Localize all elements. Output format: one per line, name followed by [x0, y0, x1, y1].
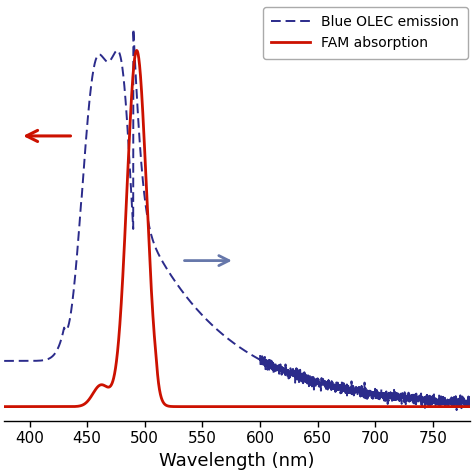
FAM absorption [82, 401, 88, 407]
FAM absorption [408, 404, 413, 410]
Blue OLEC emission [408, 394, 413, 400]
Blue OLEC emission [1, 358, 7, 364]
Legend: Blue OLEC emission, FAM absorption: Blue OLEC emission, FAM absorption [263, 7, 467, 59]
Blue OLEC emission [55, 347, 60, 353]
FAM absorption [55, 404, 60, 410]
FAM absorption [200, 404, 206, 410]
X-axis label: Wavelength (nm): Wavelength (nm) [159, 452, 315, 470]
Blue OLEC emission [454, 407, 459, 413]
Blue OLEC emission [200, 313, 206, 319]
FAM absorption [458, 404, 464, 410]
Blue OLEC emission [458, 401, 464, 406]
FAM absorption [180, 404, 186, 410]
Line: Blue OLEC emission: Blue OLEC emission [4, 29, 470, 410]
FAM absorption [134, 47, 140, 53]
Blue OLEC emission [180, 289, 186, 295]
Blue OLEC emission [82, 151, 88, 156]
FAM absorption [1, 404, 7, 410]
Line: FAM absorption: FAM absorption [4, 50, 470, 407]
Blue OLEC emission [467, 404, 473, 410]
Blue OLEC emission [130, 26, 136, 32]
FAM absorption [467, 404, 473, 410]
